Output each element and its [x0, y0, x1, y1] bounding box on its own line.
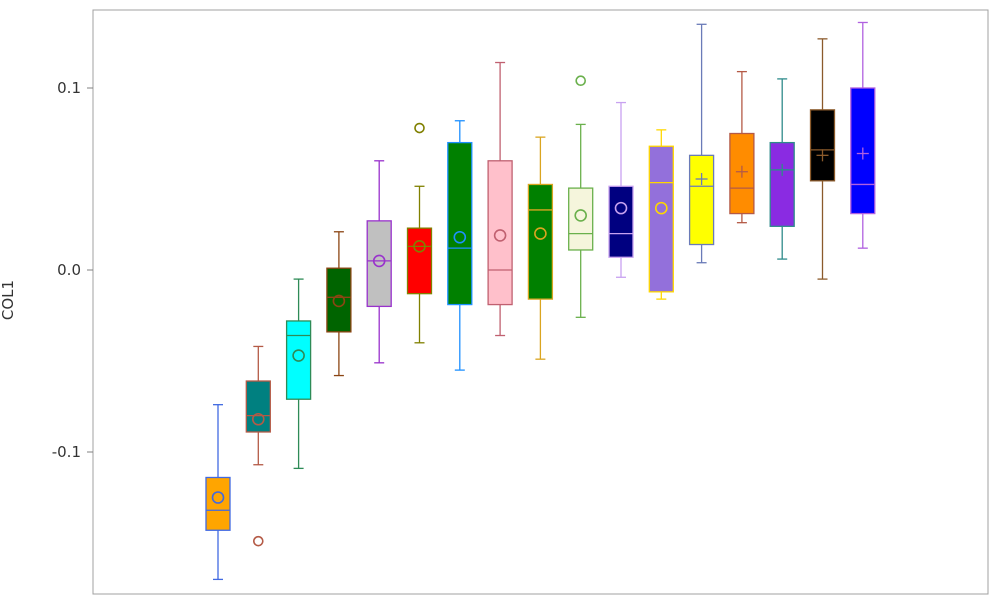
box-2	[245, 345, 271, 547]
box-body	[608, 185, 634, 258]
boxes	[205, 21, 876, 581]
box-15	[769, 78, 795, 260]
mean-marker	[251, 412, 265, 426]
box-body	[326, 267, 352, 333]
outlier-point	[575, 75, 587, 87]
box-9	[527, 136, 554, 360]
box-10	[568, 75, 594, 318]
box-8	[487, 61, 513, 337]
box-4	[326, 231, 352, 377]
box-7	[447, 120, 473, 371]
box-body	[205, 476, 231, 531]
y-tick-label: 0.1	[57, 79, 81, 97]
box-body	[366, 220, 392, 308]
y-tick-label: -0.1	[52, 443, 81, 461]
box-5	[366, 160, 392, 364]
box-body	[769, 141, 795, 227]
mean-marker	[372, 254, 386, 268]
box-body	[568, 187, 594, 251]
box-body	[688, 154, 715, 246]
box-body	[245, 380, 271, 433]
box-body	[809, 109, 836, 182]
mean-marker	[493, 229, 507, 242]
box-14	[729, 70, 755, 224]
box-body	[406, 227, 433, 295]
box-body	[285, 320, 312, 400]
outlier-point	[414, 122, 425, 134]
outlier-point	[252, 535, 264, 547]
box-body	[648, 145, 674, 293]
box-body	[487, 160, 513, 306]
mean-marker	[292, 349, 305, 362]
mean-marker	[534, 227, 547, 240]
box-1	[205, 404, 231, 581]
mean-marker	[413, 240, 426, 253]
mean-marker	[332, 294, 346, 308]
box-13	[688, 23, 715, 264]
box-11	[608, 101, 634, 278]
mean-marker	[614, 201, 628, 215]
y-tick-label: 0.0	[57, 261, 81, 279]
box-17	[850, 21, 876, 249]
mean-marker	[453, 230, 467, 244]
y-axis-label: COL1	[0, 280, 17, 320]
box-body	[527, 183, 554, 300]
box-6	[406, 122, 433, 344]
mean-marker	[574, 209, 588, 222]
box-3	[285, 278, 312, 470]
mean-marker	[654, 201, 668, 215]
box-body	[447, 141, 473, 306]
y-axis: 0.1 0.0 -0.1	[52, 79, 93, 461]
mean-marker	[211, 491, 225, 504]
box-12	[648, 129, 674, 300]
box-16	[809, 38, 836, 280]
